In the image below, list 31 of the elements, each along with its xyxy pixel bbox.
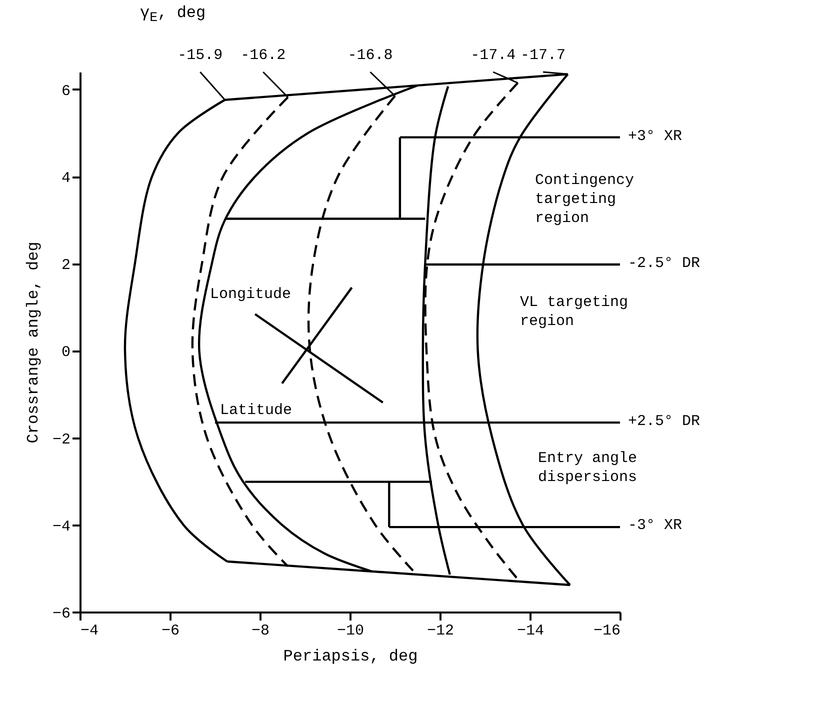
annotation: VL targeting region [520, 294, 628, 330]
annotation: Longitude [210, 286, 292, 303]
text: +3° XR [628, 128, 682, 145]
text: -2.5° DR [628, 255, 700, 272]
text: +2.5° DR [628, 413, 700, 430]
y-tick-label: −6 [52, 606, 70, 622]
text: -15.9 [178, 47, 223, 64]
annotation: Contingency targeting region [535, 172, 634, 227]
text: -3° XR [628, 517, 682, 534]
x-tick-label: −12 [426, 622, 454, 640]
y-tick-label: −4 [52, 518, 70, 536]
x-axis-title: Periapsis, deg [283, 648, 418, 666]
series-label: -17.4 [470, 47, 516, 64]
series-label: -17.7 [520, 47, 566, 64]
x-tick-label: −16 [593, 622, 620, 640]
x-tick-label: −14 [516, 622, 544, 640]
y-tick-label: 6 [61, 82, 70, 100]
legend-title: γ$_{E}$, deg [140, 4, 206, 26]
y-tick-label: −2 [52, 431, 70, 448]
y-tick-label: 2 [61, 257, 70, 274]
x-tick-label: −6 [161, 622, 180, 640]
text: -16.2 [240, 47, 286, 64]
y-tick-label: 4 [61, 170, 70, 188]
text: -16.8 [348, 47, 393, 64]
x-tick-label: −8 [251, 622, 270, 640]
x-tick-label: −4 [80, 622, 99, 640]
y-axis-title: Crossrange angle, deg [24, 242, 42, 444]
annotation: Entry angle dispersions [538, 450, 638, 486]
annotation: Latitude [220, 402, 292, 419]
x-tick-label: −10 [336, 622, 364, 640]
y-tick-label: 0 [61, 344, 70, 362]
